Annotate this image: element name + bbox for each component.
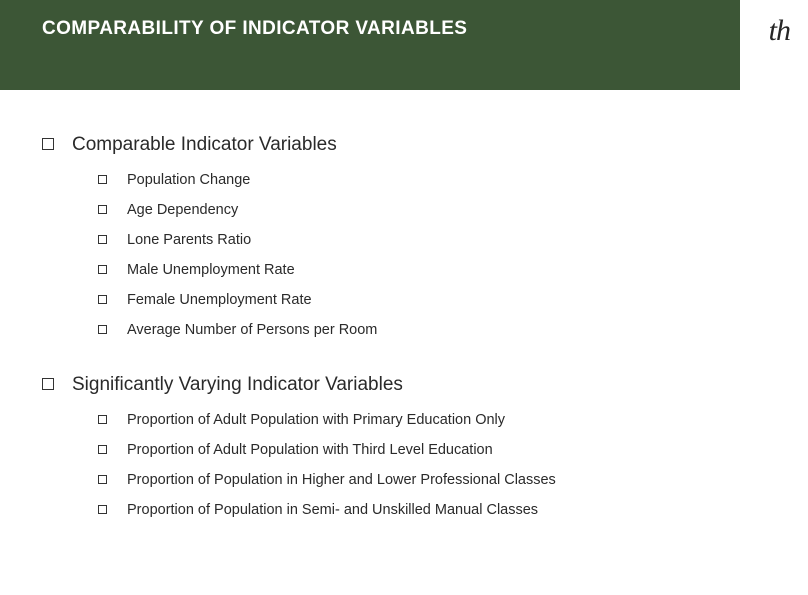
list-item: Population Change — [98, 172, 808, 188]
section-title: Comparable Indicator Variables — [72, 134, 337, 156]
list-item-text: Age Dependency — [127, 202, 238, 218]
square-bullet-icon — [98, 295, 107, 304]
square-bullet-icon — [98, 325, 107, 334]
square-bullet-icon — [42, 138, 54, 150]
list-item: Proportion of Population in Higher and L… — [98, 472, 808, 488]
square-bullet-icon — [98, 265, 107, 274]
list-item: Proportion of Population in Semi- and Un… — [98, 502, 808, 518]
sub-list: Population Change Age Dependency Lone Pa… — [42, 172, 808, 338]
section-title: Significantly Varying Indicator Variable… — [72, 374, 403, 396]
section-heading: Comparable Indicator Variables — [42, 134, 808, 156]
list-item-text: Proportion of Adult Population with Prim… — [127, 412, 505, 428]
section-varying: Significantly Varying Indicator Variable… — [42, 374, 808, 518]
list-item: Male Unemployment Rate — [98, 262, 808, 278]
square-bullet-icon — [98, 235, 107, 244]
list-item-text: Male Unemployment Rate — [127, 262, 295, 278]
list-item: Proportion of Adult Population with Prim… — [98, 412, 808, 428]
square-bullet-icon — [98, 475, 107, 484]
list-item-text: Female Unemployment Rate — [127, 292, 312, 308]
list-item-text: Average Number of Persons per Room — [127, 322, 377, 338]
square-bullet-icon — [42, 378, 54, 390]
header-bar: COMPARABILITY OF INDICATOR VARIABLES — [0, 0, 740, 90]
list-item-text: Proportion of Population in Semi- and Un… — [127, 502, 538, 518]
square-bullet-icon — [98, 445, 107, 454]
logo: th — [769, 14, 790, 48]
list-item: Age Dependency — [98, 202, 808, 218]
list-item: Average Number of Persons per Room — [98, 322, 808, 338]
sub-list: Proportion of Adult Population with Prim… — [42, 412, 808, 518]
square-bullet-icon — [98, 205, 107, 214]
list-item: Proportion of Adult Population with Thir… — [98, 442, 808, 458]
content-area: Comparable Indicator Variables Populatio… — [0, 90, 808, 518]
list-item-text: Proportion of Population in Higher and L… — [127, 472, 556, 488]
section-comparable: Comparable Indicator Variables Populatio… — [42, 134, 808, 338]
list-item-text: Population Change — [127, 172, 250, 188]
square-bullet-icon — [98, 175, 107, 184]
square-bullet-icon — [98, 415, 107, 424]
list-item: Female Unemployment Rate — [98, 292, 808, 308]
list-item: Lone Parents Ratio — [98, 232, 808, 248]
section-heading: Significantly Varying Indicator Variable… — [42, 374, 808, 396]
square-bullet-icon — [98, 505, 107, 514]
list-item-text: Lone Parents Ratio — [127, 232, 251, 248]
list-item-text: Proportion of Adult Population with Thir… — [127, 442, 493, 458]
page-title: COMPARABILITY OF INDICATOR VARIABLES — [0, 0, 740, 40]
